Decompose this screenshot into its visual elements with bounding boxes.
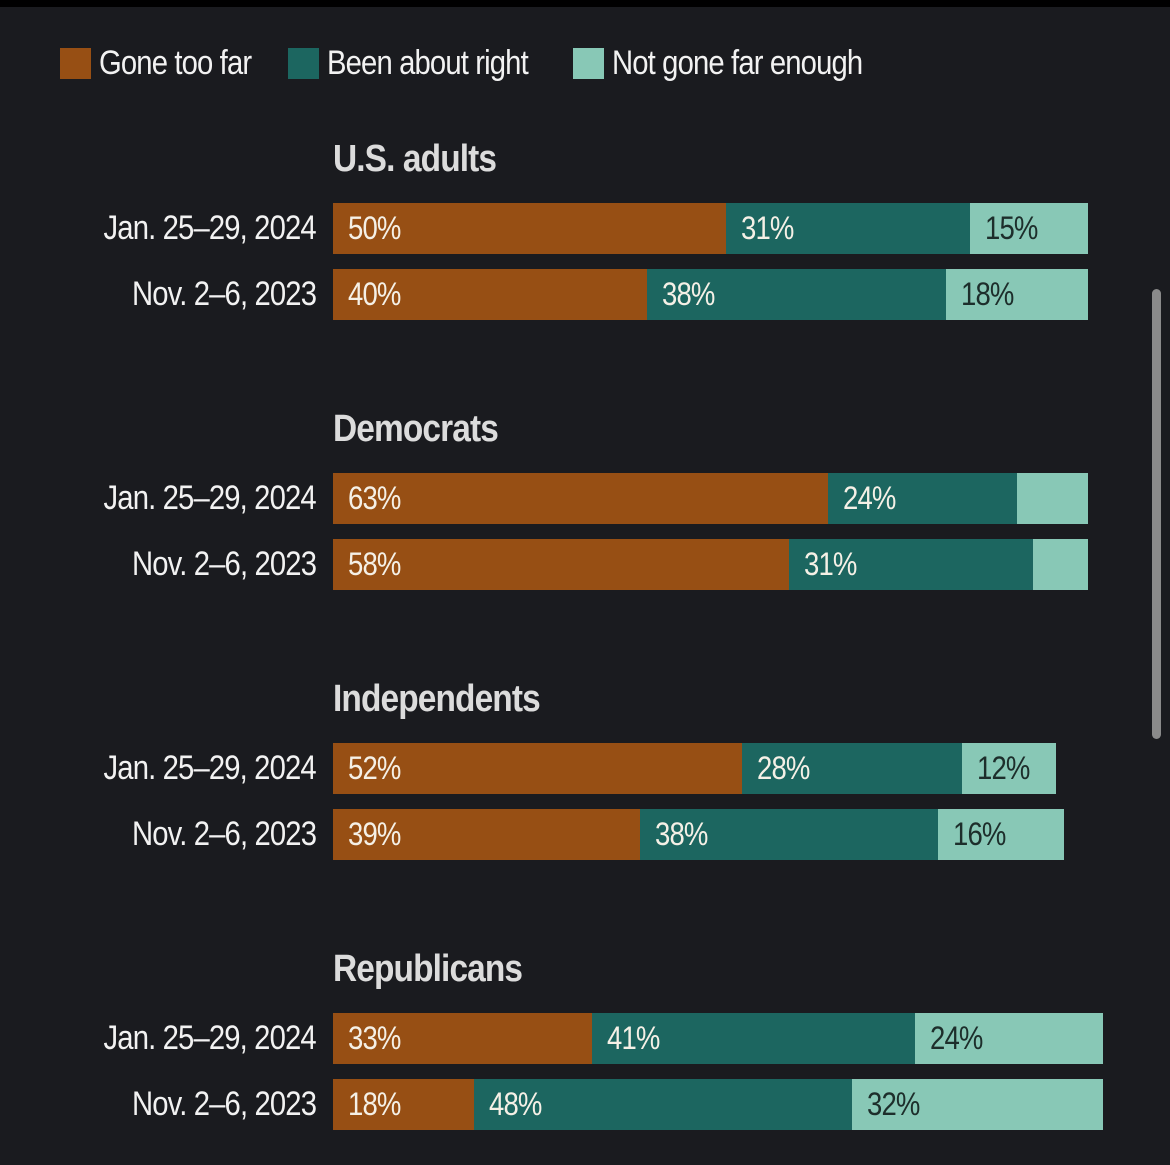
row-label: Jan. 25–29, 2024 <box>103 479 317 517</box>
bar-segment-been-about-right <box>647 269 947 320</box>
data-label: 33% <box>348 1020 401 1056</box>
data-label: 31% <box>741 210 794 246</box>
legend-label: Been about right <box>327 44 529 82</box>
bar-segment-not-gone-far-enough <box>1016 473 1088 524</box>
bar-segment-not-gone-far-enough <box>1032 539 1088 590</box>
data-label: 24% <box>929 1020 983 1056</box>
data-label: 18% <box>348 1086 401 1122</box>
bar-segment-been-about-right <box>639 809 939 860</box>
bar-segment-been-about-right <box>788 539 1033 590</box>
row-label: Jan. 25–29, 2024 <box>103 209 317 247</box>
bar-segment-not-gone-far-enough <box>961 743 1057 794</box>
row-label: Nov. 2–6, 2023 <box>131 1085 317 1123</box>
data-label: 63% <box>348 480 401 516</box>
data-label: 40% <box>348 276 401 312</box>
legend-item-been-about-right: Been about right <box>288 44 539 83</box>
bar-segment-gone-too-far <box>333 809 640 860</box>
data-label: 18% <box>961 276 1014 312</box>
group-title-u-s-adults: U.S. adults <box>333 138 497 180</box>
bar-segment-not-gone-far-enough <box>946 269 1088 320</box>
legend-item-gone-too-far: Gone too far <box>60 44 254 83</box>
row-label: Jan. 25–29, 2024 <box>103 749 317 787</box>
legend-swatch-gone-too-far <box>60 48 91 79</box>
row-label: Nov. 2–6, 2023 <box>131 275 317 313</box>
legend-item-not-gone-far-enough: Not gone far enough <box>572 44 881 83</box>
data-label: 58% <box>348 546 401 582</box>
legend-swatch-not-gone-far-enough <box>572 48 604 79</box>
row-label: Nov. 2–6, 2023 <box>131 545 317 583</box>
bar-segment-not-gone-far-enough <box>969 203 1088 254</box>
data-label: 16% <box>953 816 1006 852</box>
bar-segment-gone-too-far <box>333 743 742 794</box>
data-label: 24% <box>843 480 896 516</box>
data-label: 52% <box>348 750 401 786</box>
bar-segment-not-gone-far-enough <box>851 1079 1104 1130</box>
bar-segment-gone-too-far <box>333 1079 475 1130</box>
top-bar <box>0 0 1170 7</box>
data-label: 28% <box>756 750 810 786</box>
bar-segment-been-about-right <box>592 1013 915 1064</box>
data-label: 41% <box>607 1020 660 1056</box>
group-title-republicans: Republicans <box>333 948 523 990</box>
data-label: 38% <box>662 276 715 312</box>
row-label: Nov. 2–6, 2023 <box>131 815 317 853</box>
legend-label: Gone too far <box>99 44 252 82</box>
group-title-democrats: Democrats <box>333 408 499 450</box>
bar-segment-gone-too-far <box>333 539 789 590</box>
legend-label: Not gone far enough <box>611 44 863 82</box>
row-label: Jan. 25–29, 2024 <box>103 1019 317 1057</box>
bar-segment-gone-too-far <box>333 473 829 524</box>
legend-swatch-been-about-right <box>288 48 320 79</box>
data-label: 32% <box>866 1086 920 1122</box>
group-title-independents: Independents <box>333 678 541 720</box>
bar-segment-been-about-right <box>474 1079 852 1130</box>
bar-segment-gone-too-far <box>333 203 726 254</box>
data-label: 48% <box>489 1086 542 1122</box>
data-label: 31% <box>803 546 857 582</box>
bar-segment-not-gone-far-enough <box>914 1013 1104 1064</box>
legend: Gone too far Been about right Not gone f… <box>60 44 915 83</box>
data-label: 38% <box>654 816 708 852</box>
scrollbar[interactable] <box>1152 289 1161 739</box>
bar-segment-been-about-right <box>726 203 970 254</box>
data-label: 50% <box>348 210 401 246</box>
bar-segment-been-about-right <box>741 743 962 794</box>
bar-segment-gone-too-far <box>333 1013 593 1064</box>
bar-segment-gone-too-far <box>333 269 648 320</box>
data-label: 12% <box>976 750 1030 786</box>
bar-segment-not-gone-far-enough <box>938 809 1064 860</box>
bar-segment-been-about-right <box>828 473 1017 524</box>
data-label: 15% <box>984 210 1038 246</box>
data-label: 39% <box>348 816 401 852</box>
